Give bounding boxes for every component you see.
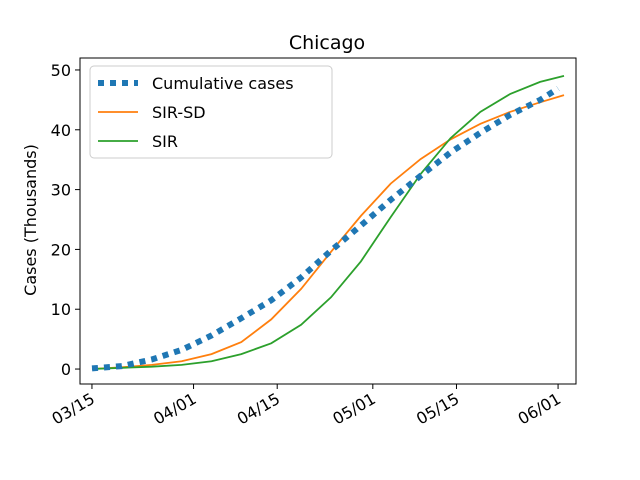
y-axis-title: Cases (Thousands) xyxy=(21,144,40,296)
y-tick-label: 0 xyxy=(61,360,71,379)
y-tick-label: 50 xyxy=(51,61,71,80)
legend-label: SIR-SD xyxy=(152,103,206,122)
y-tick-label: 10 xyxy=(51,300,71,319)
y-axis-ticks: 0 10 20 30 40 50 xyxy=(51,61,80,379)
legend: Cumulative cases SIR-SD SIR xyxy=(89,65,333,159)
y-tick-label: 20 xyxy=(51,240,71,259)
plot-lines xyxy=(91,75,565,372)
legend-label: SIR xyxy=(152,132,178,151)
x-tick-label: 03/15 xyxy=(49,389,98,429)
chart-title: Chicago xyxy=(289,32,365,54)
x-tick-label: 04/01 xyxy=(150,389,199,429)
x-tick-label: 05/01 xyxy=(329,389,378,429)
x-tick-label: 04/15 xyxy=(234,389,283,429)
y-tick-label: 30 xyxy=(51,181,71,200)
x-tick-label: 06/01 xyxy=(515,389,564,429)
plot-frame xyxy=(79,57,577,385)
x-tick-label: 05/15 xyxy=(413,389,462,429)
x-axis-ticks: 03/15 04/01 04/15 05/01 05/15 06/01 xyxy=(49,384,564,429)
y-tick-label: 40 xyxy=(51,121,71,140)
legend-box xyxy=(89,65,333,159)
series-line-2 xyxy=(91,75,565,370)
series-line-1 xyxy=(91,94,565,370)
legend-label: Cumulative cases xyxy=(152,74,294,93)
